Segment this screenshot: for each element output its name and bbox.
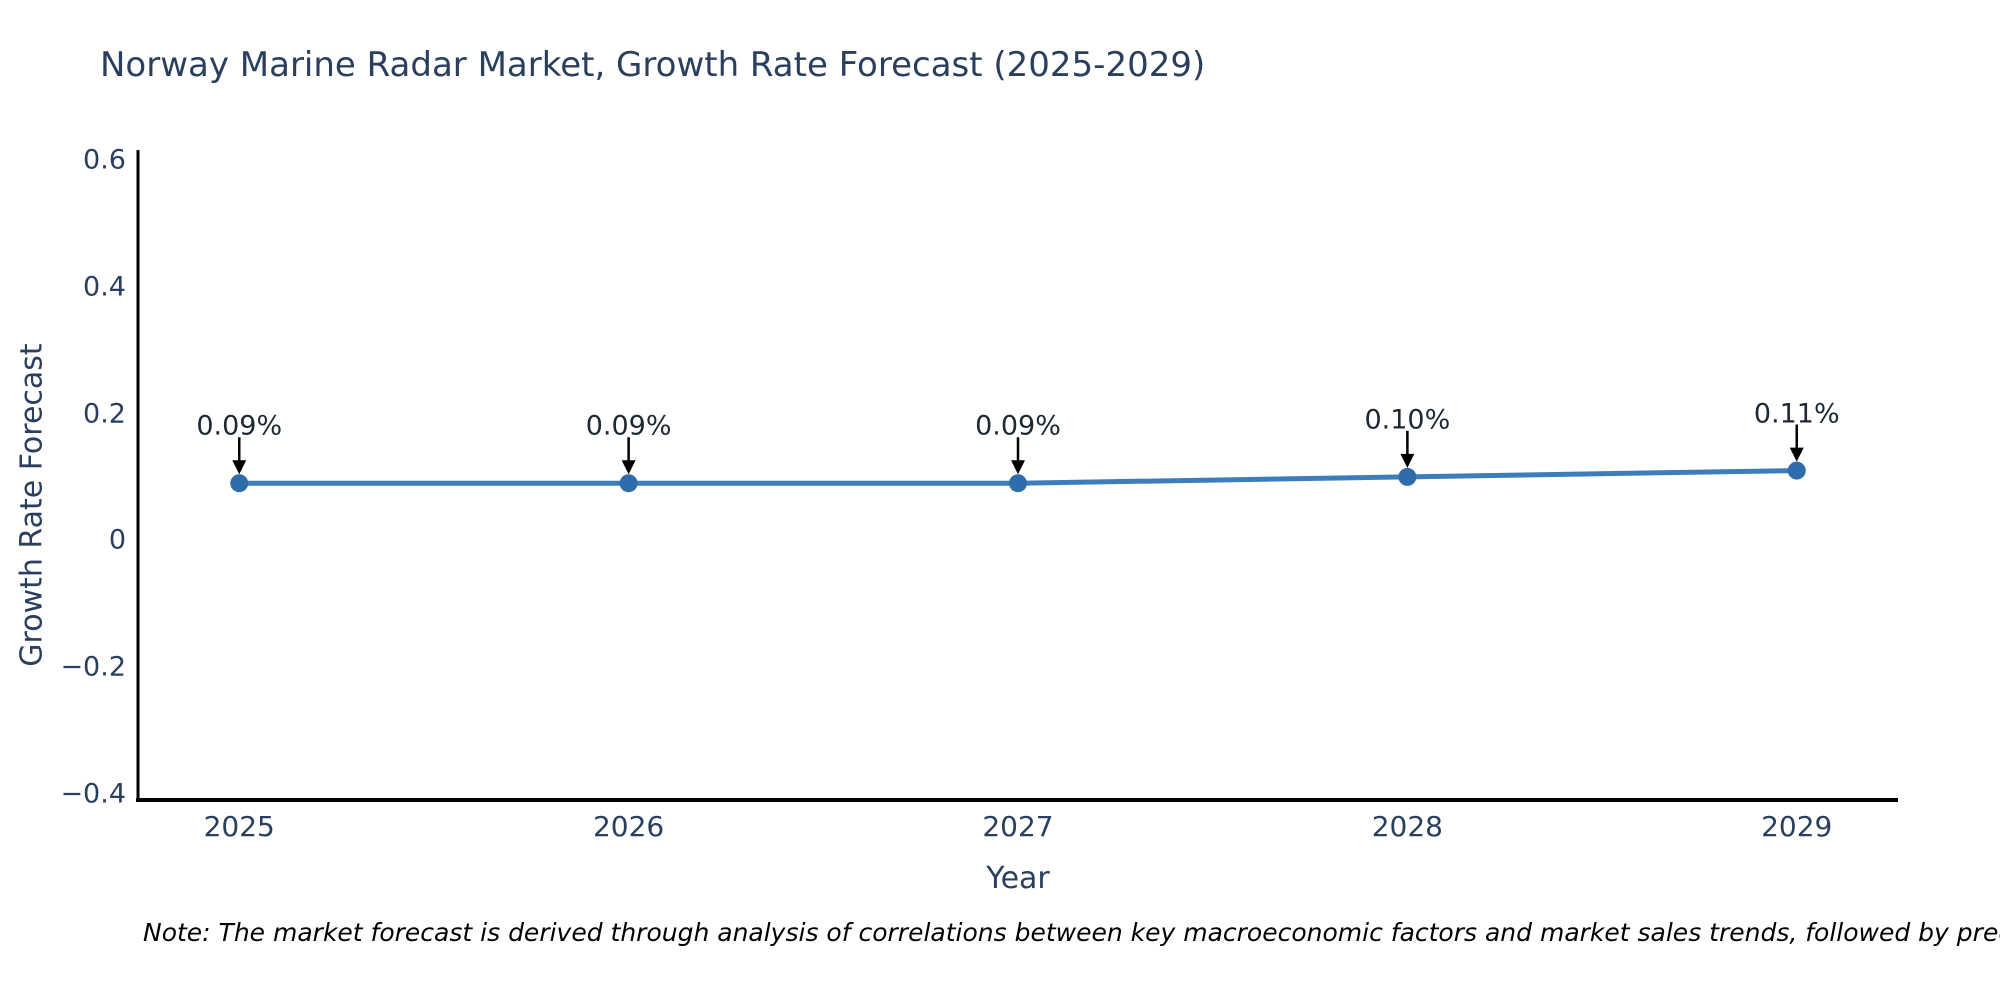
x-tick-label: 2025 bbox=[203, 810, 275, 843]
y-tick-label: −0.2 bbox=[60, 651, 126, 683]
annotation-arrowhead bbox=[232, 460, 247, 475]
y-tick-label: 0.6 bbox=[83, 144, 126, 176]
data-point-value-label: 0.11% bbox=[1753, 398, 1840, 430]
data-point-marker bbox=[1398, 467, 1417, 486]
chart-title: Norway Marine Radar Market, Growth Rate … bbox=[100, 45, 1206, 85]
data-point-value-label: 0.09% bbox=[975, 410, 1061, 442]
data-point-marker bbox=[1009, 474, 1027, 493]
x-tick-label: 2026 bbox=[592, 810, 665, 843]
annotation-arrowhead bbox=[621, 460, 636, 475]
y-tick-label: 0.4 bbox=[83, 271, 126, 303]
data-point-value-label: 0.09% bbox=[196, 410, 283, 442]
footnote: Note: The market forecast is derived thr… bbox=[143, 918, 2000, 947]
x-axis-title: Year bbox=[986, 861, 1050, 896]
data-point-marker bbox=[619, 474, 638, 493]
data-point-marker bbox=[230, 474, 249, 493]
data-point-marker bbox=[1787, 461, 1806, 480]
annotation-arrowhead bbox=[1011, 460, 1025, 475]
data-point-value-label: 0.10% bbox=[1364, 404, 1451, 436]
annotation-arrowhead bbox=[1789, 447, 1804, 462]
x-tick-label: 2028 bbox=[1371, 810, 1444, 843]
y-tick-label: 0.2 bbox=[83, 398, 126, 430]
annotation-arrowhead bbox=[1400, 453, 1415, 468]
y-tick-label: 0 bbox=[108, 524, 126, 556]
x-tick-label: 2027 bbox=[982, 810, 1054, 843]
x-tick-label: 2029 bbox=[1761, 810, 1833, 843]
data-point-value-label: 0.09% bbox=[585, 410, 672, 442]
y-tick-label: −0.4 bbox=[60, 778, 126, 810]
